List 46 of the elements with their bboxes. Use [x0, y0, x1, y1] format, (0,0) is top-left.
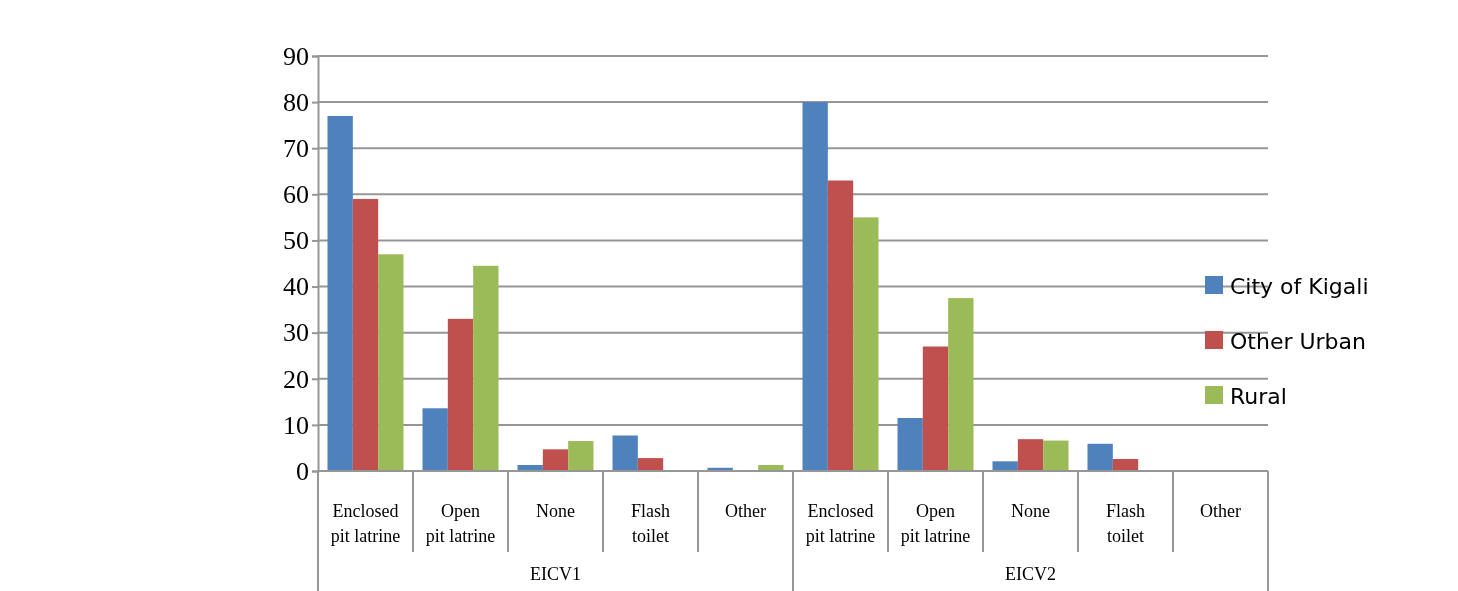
- bar: [612, 435, 638, 471]
- bar: [542, 449, 569, 471]
- bar: [568, 441, 594, 471]
- y-tick-label: 90: [283, 41, 309, 71]
- bar: [1112, 459, 1139, 471]
- bar: [802, 102, 828, 471]
- x-tick-label: Flash toilet: [630, 501, 671, 546]
- bar: [473, 265, 499, 471]
- y-tick-label: 30: [283, 318, 309, 348]
- x-tick-label: Enclosed pit latrine: [805, 501, 876, 546]
- bar: [327, 115, 353, 471]
- text: EICV2: [1005, 564, 1056, 584]
- bar: [352, 198, 379, 471]
- x-tick-label: Other: [725, 501, 766, 521]
- bar: [948, 298, 974, 471]
- x-tick-label: Open pit latrine: [900, 501, 971, 546]
- x-tick-label: None: [536, 501, 575, 521]
- bar: [853, 217, 879, 471]
- legend-label: Rural: [1230, 384, 1287, 409]
- bar: [422, 408, 448, 471]
- x-tick-label: None: [1011, 501, 1050, 521]
- y-tick-label: 80: [283, 87, 309, 117]
- legend-label: City of Kigali: [1230, 274, 1369, 299]
- bar: [1017, 439, 1044, 471]
- bar: [378, 254, 404, 471]
- x-tick-label: Flash toilet: [1105, 501, 1146, 546]
- x-tick-label: Open pit latrine: [425, 501, 496, 546]
- y-tick-label: 20: [283, 364, 309, 394]
- bar: [827, 180, 854, 471]
- y-tick-label: 60: [283, 180, 309, 210]
- y-tick-label: 50: [283, 226, 309, 256]
- bar: [1087, 443, 1113, 471]
- bar: [447, 318, 474, 471]
- y-tick-label: 40: [283, 272, 309, 302]
- bar: [897, 417, 923, 471]
- y-tick-label: 70: [283, 134, 309, 164]
- bar: [1043, 440, 1069, 471]
- bar: [637, 458, 664, 471]
- y-tick-label: 0: [296, 456, 309, 486]
- legend-label: Other Urban: [1230, 329, 1366, 354]
- x-tick-label: Enclosed pit latrine: [330, 501, 401, 546]
- y-tick-label: 10: [283, 410, 309, 440]
- bar: [922, 346, 949, 471]
- text: EICV1: [530, 564, 581, 584]
- x-tick-label: Other: [1200, 501, 1241, 521]
- bar: [992, 461, 1018, 471]
